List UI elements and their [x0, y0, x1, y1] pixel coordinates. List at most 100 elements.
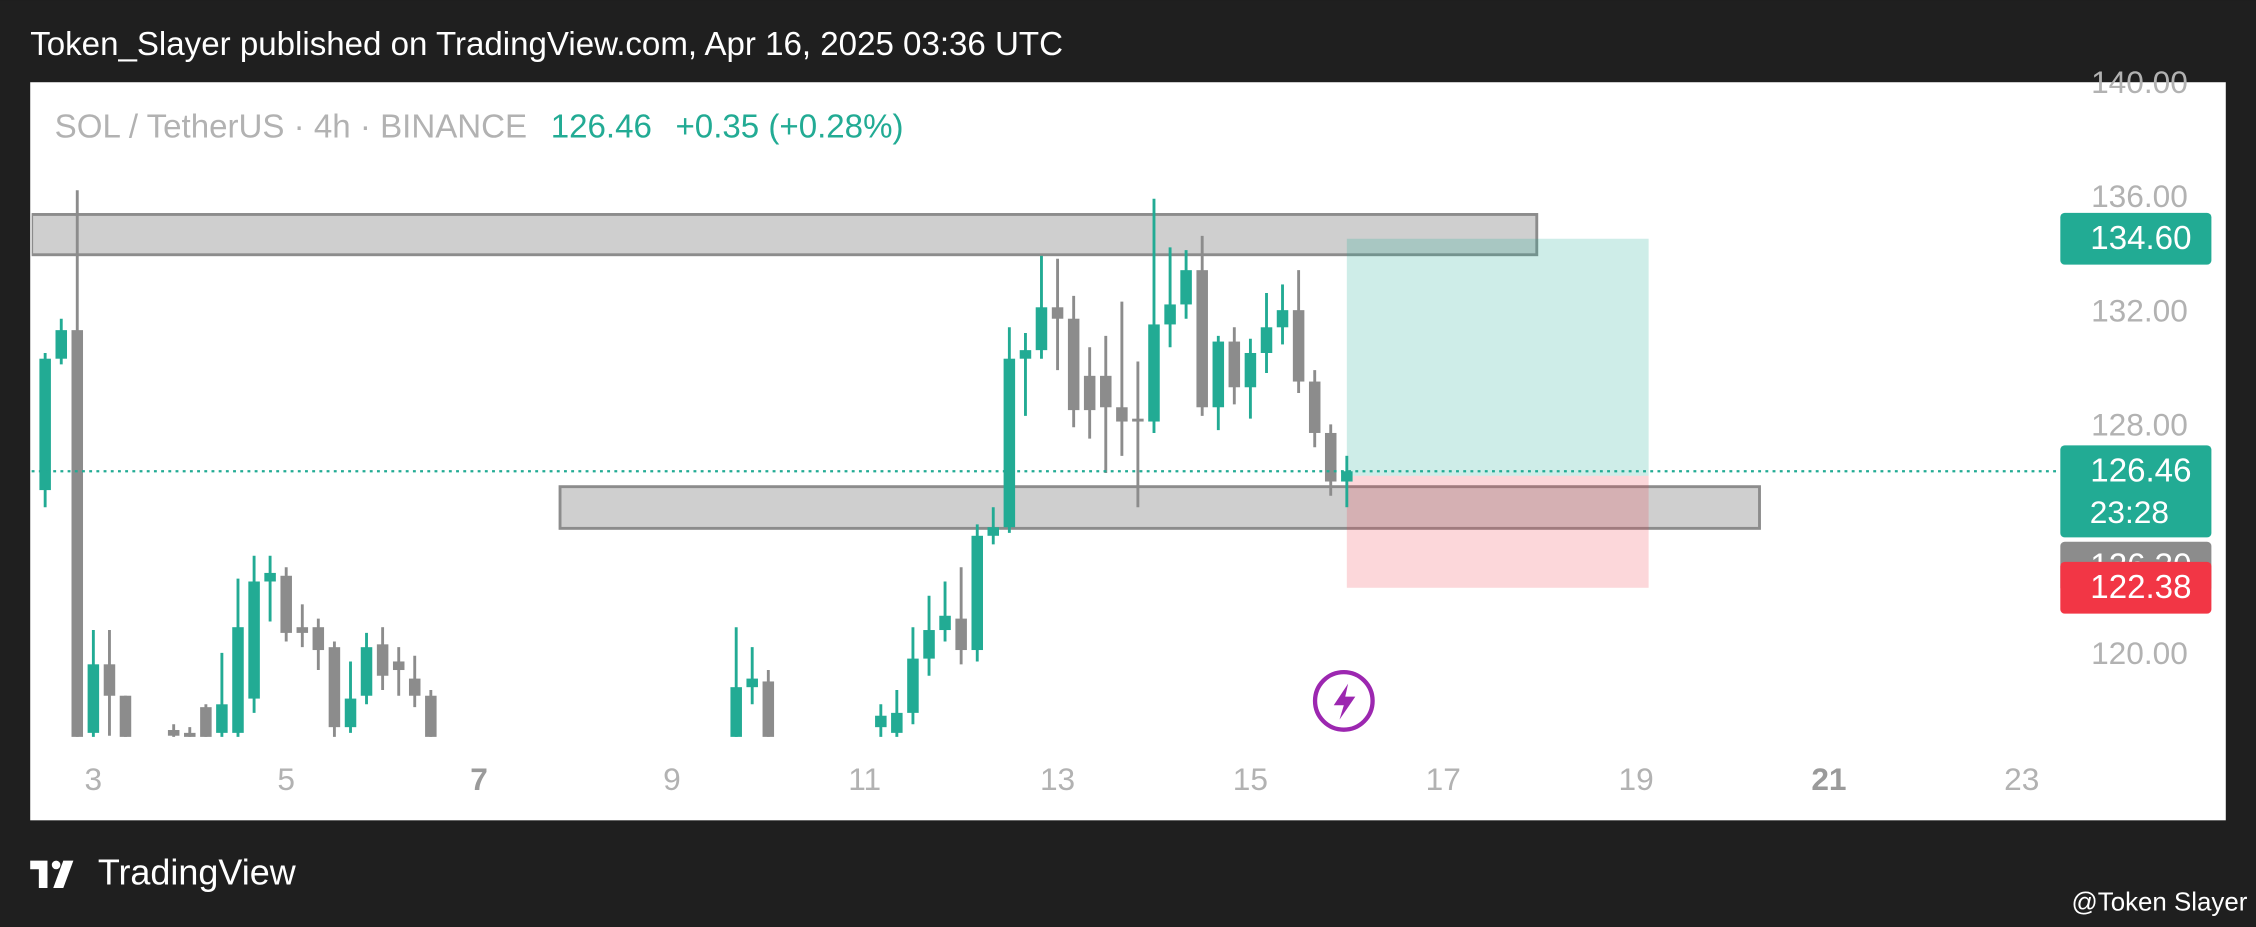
logo-mark — [30, 860, 48, 888]
candle-body — [1067, 318, 1080, 411]
candle-body — [1035, 307, 1048, 351]
header-change: +0.35 (+0.28%) — [675, 108, 903, 145]
candle-body — [1116, 407, 1128, 422]
last-price-badge — [2060, 445, 2212, 538]
x-tick-label: 15 — [1233, 761, 1268, 797]
candle-body — [1100, 375, 1112, 408]
candle-body — [280, 575, 292, 633]
stop-label-badge — [2060, 561, 2212, 614]
axes: 120.00 128.00 132.00 136.00 140.00 3 5 7 9 11 13 15… — [85, 64, 2188, 797]
candle-body — [875, 715, 887, 728]
event-bolt — [1333, 683, 1356, 720]
candle-body — [1244, 352, 1257, 388]
x-tick-label: 7 — [470, 761, 488, 797]
stop-label: 122.38 — [2090, 569, 2191, 606]
y-tick-label: 136.00 — [2091, 178, 2188, 214]
candle-body — [1341, 471, 1353, 482]
symbol-title: SOL / TetherUS · 4h · BINANCE — [55, 108, 527, 145]
target-label: 134.60 — [2090, 220, 2191, 257]
candle-body — [955, 618, 967, 651]
last-price-label: 126.46 — [2090, 452, 2191, 489]
symbol-header: SOL / TetherUS · 4h · BINANCE 126.46 +0.… — [55, 108, 904, 145]
candle-body — [1260, 327, 1273, 353]
candle-body — [248, 581, 260, 699]
candle-body — [1164, 304, 1176, 325]
candle-body — [184, 732, 196, 737]
candle-body — [167, 730, 180, 736]
candle-body — [87, 664, 100, 733]
brand: TradingView — [98, 851, 297, 892]
candle-body — [200, 707, 212, 737]
candle-body — [1003, 358, 1016, 528]
logo-dot — [51, 860, 61, 870]
x-tick-label: 13 — [1040, 761, 1075, 797]
stop-area — [1346, 475, 1649, 588]
candle-body — [1132, 418, 1144, 422]
event-marker — [1312, 669, 1375, 732]
target-area — [1346, 238, 1649, 476]
y-tick-label: 140.00 — [2091, 64, 2188, 100]
candle-body — [891, 712, 903, 733]
zone — [31, 213, 1539, 257]
candle-body — [907, 658, 919, 713]
plot-area — [31, 190, 1761, 737]
candle-body — [762, 681, 775, 737]
candle-body — [1324, 432, 1337, 482]
candle-body — [971, 535, 984, 651]
y-tick-label: 132.00 — [2091, 292, 2188, 328]
logo — [30, 860, 74, 888]
candle-body — [360, 647, 373, 696]
candle-body — [425, 695, 437, 737]
candle-body — [39, 358, 51, 491]
zone — [558, 485, 1761, 530]
candle-body — [312, 627, 325, 651]
candle-body — [71, 330, 84, 737]
x-tick-label: 3 — [85, 761, 103, 797]
x-tick-label: 9 — [663, 761, 681, 797]
target-label-badge — [2060, 212, 2212, 265]
candle-body — [344, 698, 357, 728]
candle-body — [296, 627, 309, 633]
x-tick-label: 23 — [2004, 761, 2039, 797]
y-tick-label: 128.00 — [2091, 407, 2188, 443]
candle-body — [1308, 381, 1321, 433]
candle-body — [119, 695, 132, 737]
candle-body — [923, 630, 935, 659]
x-tick-label: 19 — [1618, 761, 1653, 797]
countdown: 23:28 — [2090, 494, 2169, 530]
candle-body — [55, 330, 68, 359]
candle-body — [392, 661, 405, 671]
candle-body — [939, 615, 951, 631]
candle-body — [328, 647, 341, 728]
candle-body — [1148, 324, 1160, 422]
x-tick-label: 5 — [277, 761, 295, 797]
header-price: 126.46 — [551, 108, 652, 145]
candle-body — [987, 527, 1000, 536]
candle-body — [232, 627, 244, 733]
candle-body — [1051, 307, 1064, 319]
y-tick-label: 120.00 — [2091, 635, 2188, 671]
logo-mark — [53, 860, 74, 888]
x-tick-label: 17 — [1426, 761, 1461, 797]
candle-body — [1180, 270, 1192, 305]
candle-body — [1276, 310, 1289, 328]
candle-body — [408, 678, 421, 696]
candle-body — [746, 678, 758, 688]
x-tick-label: 11 — [848, 761, 881, 797]
candle-body — [1228, 341, 1241, 388]
candle-body — [376, 644, 389, 676]
candle-body — [216, 704, 228, 733]
candle-body — [1292, 310, 1305, 382]
candle-body — [730, 687, 742, 737]
candle-body — [1019, 350, 1032, 359]
chart-panel — [30, 82, 2226, 821]
candle-body — [1083, 375, 1096, 411]
publish-info: Token_Slayer published on TradingView.co… — [30, 26, 1063, 63]
candle-body — [1196, 270, 1208, 408]
author: @Token Slayer — [2072, 889, 2248, 917]
x-tick-label: 21 — [1811, 761, 1846, 797]
candle-body — [1212, 341, 1225, 408]
candle-body — [264, 572, 276, 582]
